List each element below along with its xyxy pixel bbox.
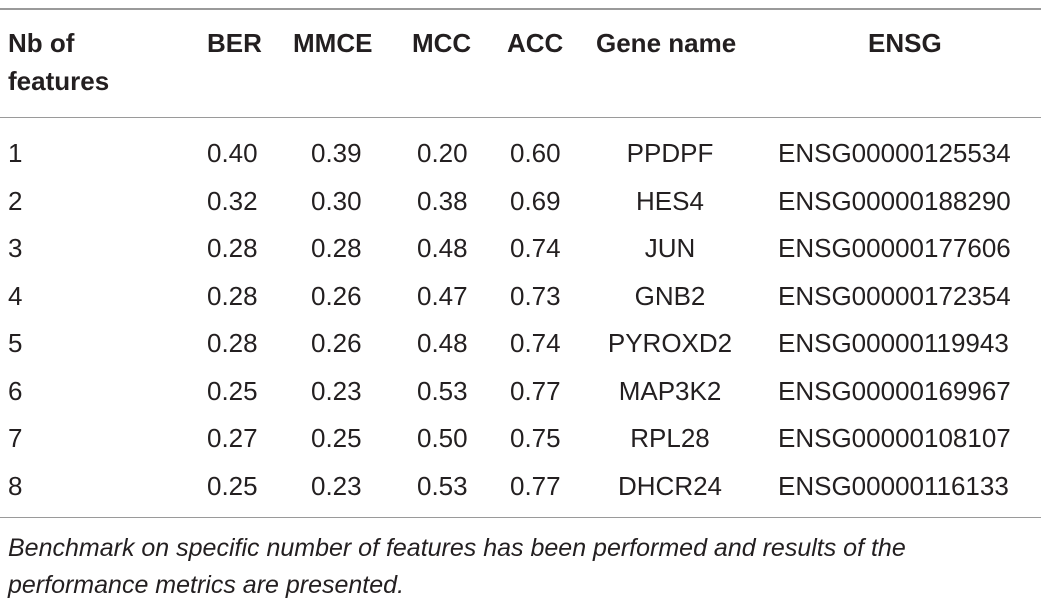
cell-acc: 0.69 (510, 186, 561, 216)
cell-mcc: 0.20 (417, 138, 468, 168)
cell-ensg: ENSG00000177606 (778, 233, 1011, 263)
cell-mcc: 0.50 (417, 423, 468, 453)
cell-gene: PYROXD2 (607, 328, 733, 358)
cell-nb: 5 (8, 328, 23, 358)
cell-gene: GNB2 (634, 281, 706, 311)
cell-nb: 8 (8, 471, 23, 501)
header-nb-line-1: Nb of (8, 28, 75, 58)
cell-nb: 3 (8, 233, 23, 263)
header-nb-line-2: features (8, 66, 110, 96)
cell-acc: 0.77 (510, 376, 561, 406)
cell-mcc: 0.53 (417, 471, 468, 501)
cell-gene: RPL28 (630, 423, 710, 453)
cell-acc: 0.74 (510, 328, 561, 358)
cell-mmce: 0.28 (311, 233, 362, 263)
cell-ber: 0.25 (207, 376, 258, 406)
table-top-rule (0, 8, 1041, 10)
table-caption: Benchmark on specific number of features… (8, 534, 906, 599)
cell-mcc: 0.38 (417, 186, 468, 216)
cell-ber: 0.40 (207, 138, 258, 168)
header-ensg: ENSG (868, 28, 942, 58)
cell-mmce: 0.23 (311, 376, 362, 406)
cell-gene: DHCR24 (617, 471, 723, 501)
cell-nb: 2 (8, 186, 23, 216)
cell-ensg: ENSG00000108107 (778, 423, 1011, 453)
cell-ensg: ENSG00000119943 (778, 328, 1009, 358)
cell-ensg: ENSG00000116133 (778, 471, 1009, 501)
table-bottom-rule (0, 517, 1041, 518)
cell-acc: 0.60 (510, 138, 561, 168)
cell-nb: 6 (8, 376, 23, 406)
cell-ber: 0.27 (207, 423, 258, 453)
cell-ber: 0.32 (207, 186, 258, 216)
cell-gene: MAP3K2 (618, 376, 722, 406)
cell-ber: 0.28 (207, 328, 258, 358)
header-mmce: MMCE (293, 28, 373, 58)
header-acc: ACC (507, 28, 564, 58)
cell-ensg: ENSG00000188290 (778, 186, 1011, 216)
cell-ber: 0.25 (207, 471, 258, 501)
cell-nb: 1 (8, 138, 23, 168)
cell-ber: 0.28 (207, 281, 258, 311)
cell-ensg: ENSG00000172354 (778, 281, 1011, 311)
cell-ensg: ENSG00000125534 (778, 138, 1011, 168)
cell-mcc: 0.48 (417, 233, 468, 263)
cell-mmce: 0.25 (311, 423, 362, 453)
cell-mcc: 0.48 (417, 328, 468, 358)
cell-ensg: ENSG00000169967 (778, 376, 1011, 406)
cell-ber: 0.28 (207, 233, 258, 263)
header-ber: BER (207, 28, 262, 58)
header-mcc: MCC (412, 28, 472, 58)
header-nb-of-features: Nb of features (8, 24, 109, 100)
cell-mmce: 0.39 (311, 138, 362, 168)
cell-mmce: 0.26 (311, 328, 362, 358)
cell-nb: 7 (8, 423, 23, 453)
cell-acc: 0.77 (510, 471, 561, 501)
cell-nb: 4 (8, 281, 23, 311)
cell-gene: HES4 (636, 186, 704, 216)
cell-mmce: 0.26 (311, 281, 362, 311)
cell-mcc: 0.47 (417, 281, 468, 311)
header-gene-name: Gene name (596, 28, 737, 58)
header-separator-rule (0, 117, 1041, 118)
cell-mmce: 0.30 (311, 186, 362, 216)
cell-mcc: 0.53 (417, 376, 468, 406)
cell-gene: PPDPF (626, 138, 714, 168)
cell-acc: 0.73 (510, 281, 561, 311)
cell-acc: 0.74 (510, 233, 561, 263)
cell-acc: 0.75 (510, 423, 561, 453)
cell-gene: JUN (644, 233, 696, 263)
cell-mmce: 0.23 (311, 471, 362, 501)
